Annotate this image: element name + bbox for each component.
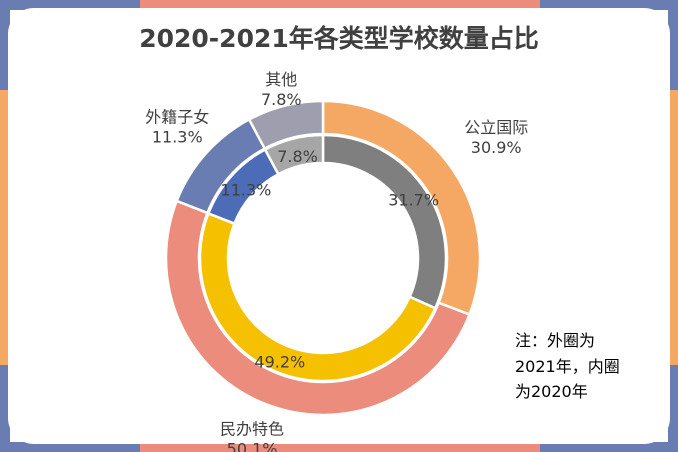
outer-label-value-2: 11.3%: [152, 127, 203, 146]
frame-band-3: [0, 442, 140, 452]
frame-band-10: [668, 90, 678, 365]
outer-label-category-3: 其他: [265, 70, 297, 89]
frame-band-1: [140, 0, 540, 10]
inner-labels: 31.7% 49.2% 11.3% 7.8%: [221, 147, 440, 371]
inner-label-3: 7.8%: [277, 147, 318, 166]
outer-labels: 公立国际 30.9%民办特色 50.1%外籍子女 11.3%其他 7.8%: [145, 70, 528, 452]
frame-band-0: [0, 0, 140, 10]
outer-label-value-0: 30.9%: [471, 138, 522, 157]
frame-band-11: [668, 365, 678, 452]
outer-label-category-2: 外籍子女: [145, 107, 209, 126]
inner-label-0: 31.7%: [388, 190, 439, 209]
inner-label-1: 49.2%: [254, 352, 305, 371]
note-line-3: 为2020年: [515, 382, 588, 401]
frame-band-2: [540, 0, 678, 10]
outer-label-category-0: 公立国际: [464, 118, 528, 137]
chart-note: 注：外圈为 2021年，内圈 为2020年: [515, 331, 620, 401]
chart-title: 2020-2021年各类型学校数量占比: [139, 24, 539, 53]
frame-band-4: [140, 442, 540, 452]
frame-band-7: [0, 90, 10, 365]
outer-label-value-3: 7.8%: [261, 90, 302, 109]
outer-label-2: 外籍子女 11.3%: [145, 107, 209, 146]
note-line-2: 2021年，内圈: [515, 357, 620, 376]
frame-panel: [8, 8, 670, 444]
note-line-1: 注：外圈为: [515, 331, 595, 350]
outer-label-value-1: 50.1%: [227, 440, 278, 452]
inner-ring-slice-3: [263, 133, 325, 176]
outer-label-0: 公立国际 30.9%: [464, 118, 528, 157]
outer-label-1: 民办特色 50.1%: [220, 420, 284, 452]
inner-ring-slice-1: [198, 211, 437, 383]
outer-label-3: 其他 7.8%: [261, 70, 302, 109]
frame-band-9: [668, 0, 678, 90]
inner-label-2: 11.3%: [221, 181, 272, 200]
inner-ring-2020: [198, 133, 448, 383]
frame-band-8: [0, 365, 10, 452]
frame-band-6: [0, 0, 10, 90]
frame-band-5: [540, 442, 678, 452]
outer-label-category-1: 民办特色: [220, 420, 284, 439]
